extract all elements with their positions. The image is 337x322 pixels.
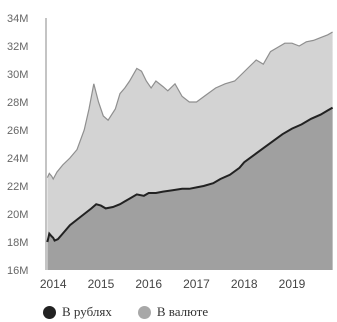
x-tick-label: 2014: [40, 277, 67, 291]
x-tick-label: 2017: [183, 277, 210, 291]
y-tick-label: 16M: [7, 265, 28, 277]
y-tick-label: 30M: [7, 69, 28, 81]
y-tick-label: 32M: [7, 41, 28, 53]
y-tick-label: 22M: [7, 181, 28, 193]
x-tick-label: 2015: [88, 277, 115, 291]
y-tick-label: 18M: [7, 237, 28, 249]
y-axis-ticks: 16M 18M 20M 22M 24M 26M 28M 30M 32M 34M: [7, 13, 28, 277]
legend-item-currency: В валюте: [137, 304, 209, 320]
legend: В рублях В валюте: [43, 304, 208, 320]
legend-label-currency: В валюте: [156, 304, 209, 319]
series-line-0: [46, 106, 334, 243]
legend-label-rubles: В рублях: [62, 304, 112, 319]
y-tick-label: 28M: [7, 97, 28, 109]
x-tick-label: 2018: [231, 277, 258, 291]
y-tick-label: 20M: [7, 209, 28, 221]
series-line-1: [46, 31, 333, 181]
legend-item-rubles: В рублях: [43, 304, 112, 320]
chart-areas: [46, 31, 334, 270]
legend-swatch-currency-icon: [137, 305, 151, 319]
y-tick-label: 34M: [7, 13, 28, 25]
x-tick-label: 2016: [135, 277, 162, 291]
y-tick-label: 24M: [7, 153, 28, 165]
x-axis-ticks: 2014 2015 2016 2017 2018 2019: [40, 277, 306, 291]
y-tick-label: 26M: [7, 125, 28, 137]
x-tick-label: 2019: [279, 277, 306, 291]
legend-swatch-rubles-icon: [43, 305, 56, 319]
